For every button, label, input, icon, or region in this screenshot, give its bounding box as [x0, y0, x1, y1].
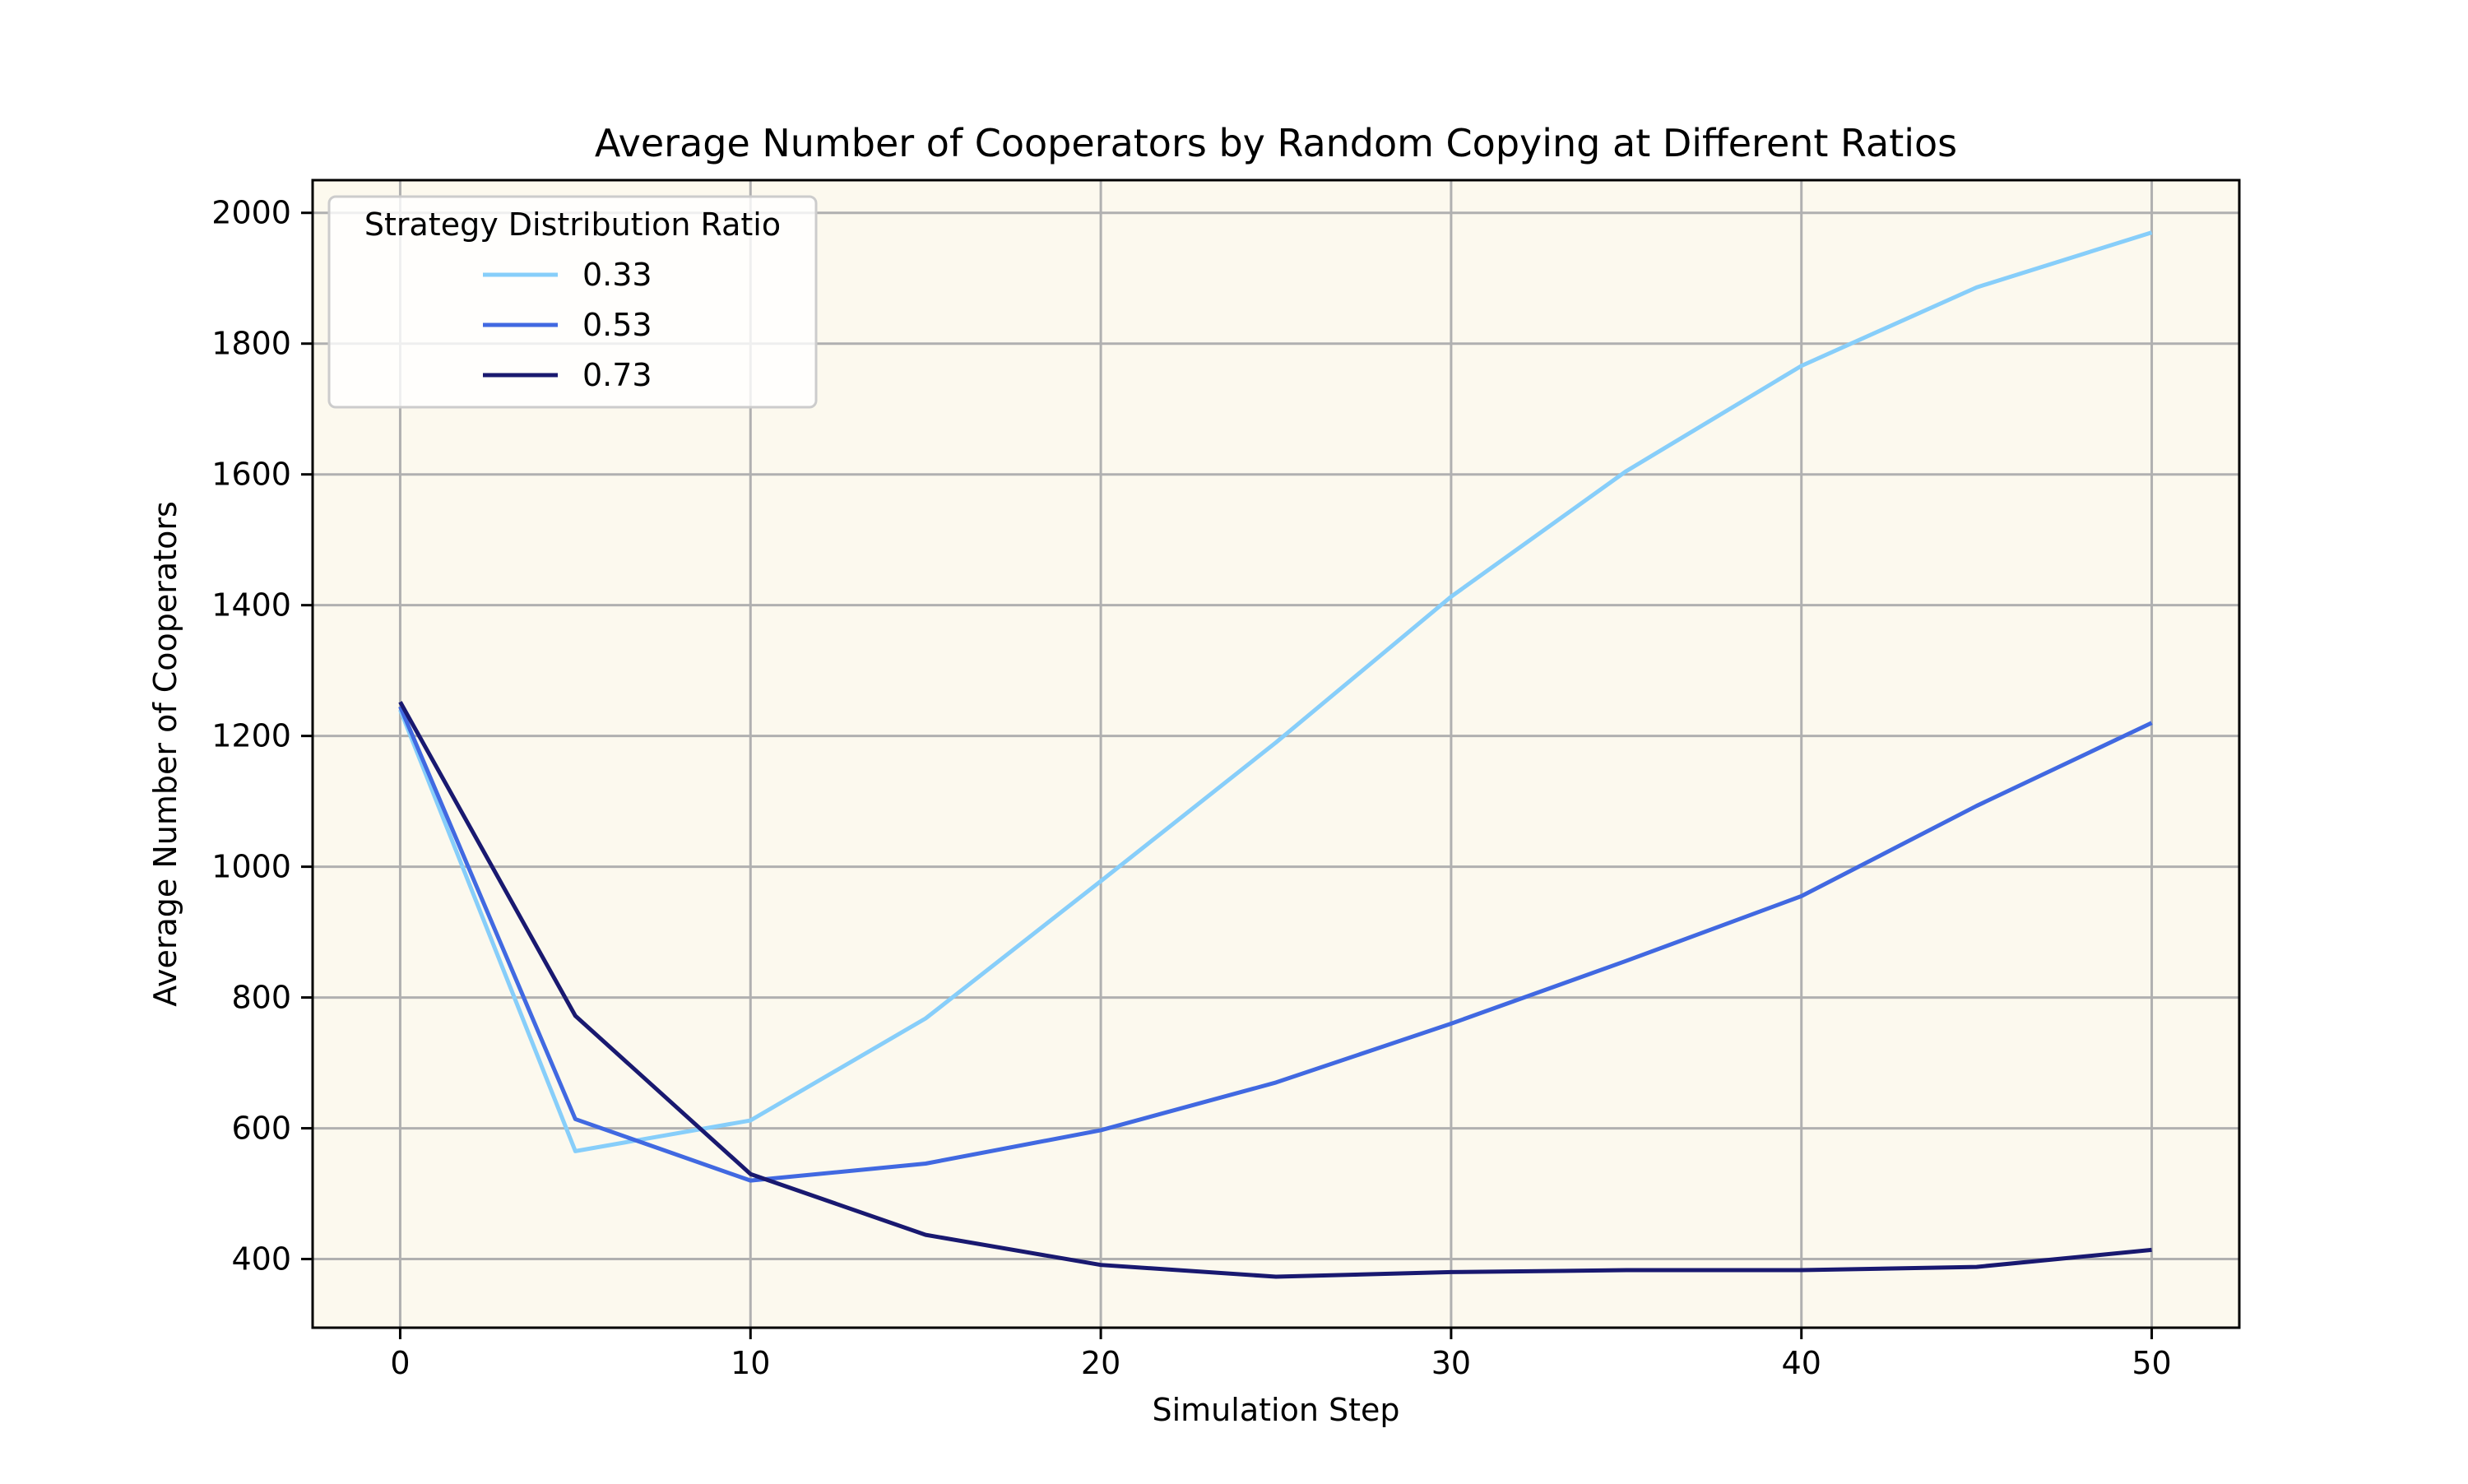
- series-line-0.53: [398, 705, 2153, 1183]
- series-lines: [398, 230, 2153, 1279]
- y-axis-label: Average Number of Cooperators: [147, 501, 183, 1007]
- y-tick-label: 1800: [211, 326, 291, 362]
- legend-label-0.73: 0.73: [582, 357, 652, 393]
- x-axis-label: Simulation Step: [1152, 1392, 1399, 1428]
- legend-label-0.33: 0.33: [582, 257, 652, 293]
- x-tick-label: 50: [2132, 1345, 2171, 1381]
- series-line-0.73: [398, 701, 2152, 1279]
- x-tick-label: 0: [390, 1345, 410, 1381]
- y-tick-label: 1600: [211, 457, 291, 493]
- legend-entries: 0.33 0.53 0.73: [483, 257, 652, 393]
- x-tick-label: 30: [1431, 1345, 1471, 1381]
- legend-label-0.53: 0.53: [582, 307, 652, 343]
- legend: Strategy Distribution Ratio 0.33 0.53 0.73: [327, 195, 818, 409]
- legend-box: [327, 195, 818, 409]
- x-tick-label: 20: [1081, 1345, 1120, 1381]
- chart-title: Average Number of Cooperators by Random …: [595, 121, 1957, 165]
- x-tick-label: 40: [1782, 1345, 1821, 1381]
- x-tick-label: 10: [731, 1345, 770, 1381]
- y-tick-label: 400: [231, 1241, 291, 1278]
- y-tick-label: 600: [231, 1111, 291, 1147]
- grid-lines: [313, 180, 2239, 1328]
- y-tick-label: 1200: [211, 718, 291, 754]
- plot-area-frame: [311, 179, 2241, 1329]
- y-tick-label: 800: [231, 980, 291, 1016]
- y-tick-label: 1000: [211, 849, 291, 885]
- y-tick-label: 1400: [211, 587, 291, 624]
- series-line-0.33: [398, 230, 2153, 1153]
- axis-ticks: 0 10 20 30 40 50 400 600 800 1000 1200 1400 1600 1800…: [211, 195, 2171, 1381]
- y-tick-label: 2000: [211, 195, 291, 231]
- legend-title: Strategy Distribution Ratio: [364, 206, 781, 243]
